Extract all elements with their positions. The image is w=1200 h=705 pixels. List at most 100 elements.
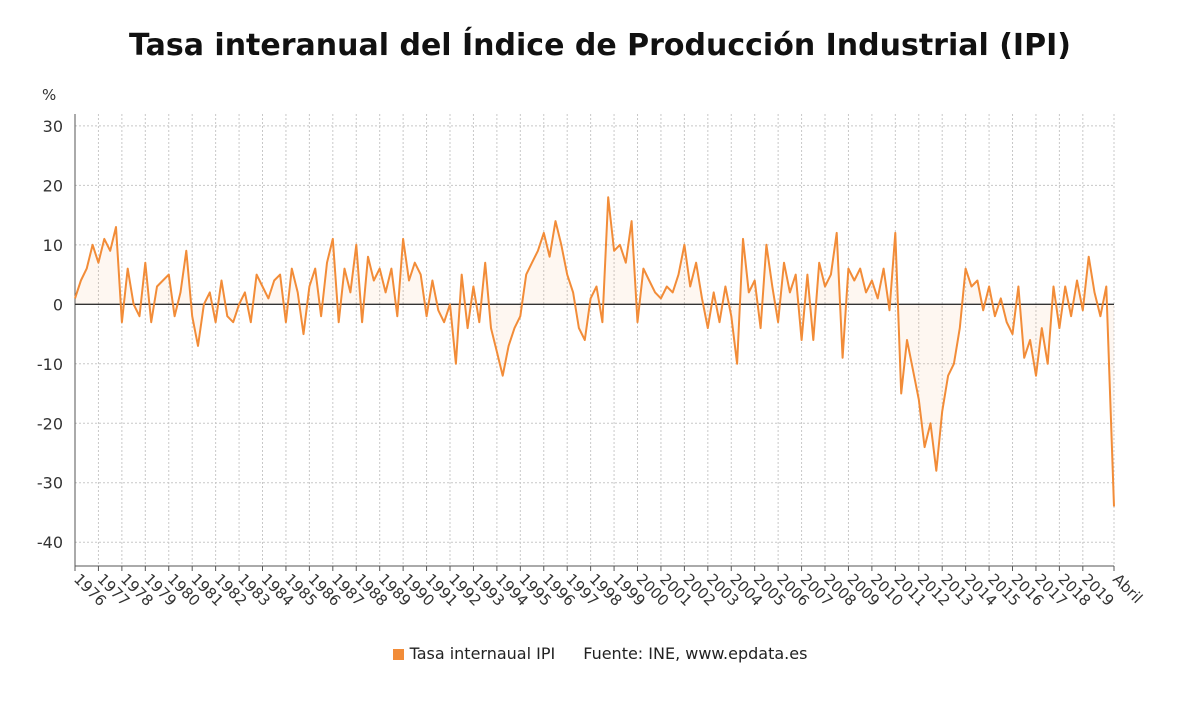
data-point: [841, 357, 843, 359]
series-line: [74, 196, 1115, 507]
data-point: [935, 470, 937, 472]
grid-layer: [75, 114, 1115, 566]
data-point: [162, 279, 164, 281]
data-point: [677, 273, 679, 275]
data-point: [250, 321, 252, 323]
legend-series-label: Tasa internaual IPI: [409, 644, 556, 663]
data-point: [74, 297, 76, 299]
data-point: [261, 285, 263, 287]
data-point: [1017, 285, 1019, 287]
data-point: [1082, 309, 1084, 311]
data-point: [431, 279, 433, 281]
data-point: [836, 232, 838, 234]
data-point: [1023, 357, 1025, 359]
data-point: [255, 273, 257, 275]
y-tick-label: -10: [37, 355, 63, 374]
data-point: [220, 279, 222, 281]
data-point: [472, 285, 474, 287]
data-point: [718, 321, 720, 323]
data-point: [513, 327, 515, 329]
data-point: [859, 267, 861, 269]
data-point: [1035, 374, 1037, 376]
data-point: [267, 297, 269, 299]
data-point: [595, 285, 597, 287]
data-point: [707, 327, 709, 329]
data-point: [197, 345, 199, 347]
data-point: [584, 339, 586, 341]
data-point: [771, 285, 773, 287]
data-point: [543, 232, 545, 234]
y-tick-label: -30: [37, 474, 63, 493]
data-point: [449, 303, 451, 305]
data-point: [209, 291, 211, 293]
data-point: [847, 267, 849, 269]
data-point: [461, 273, 463, 275]
data-point: [795, 273, 797, 275]
data-point: [414, 261, 416, 263]
data-point: [443, 321, 445, 323]
data-point: [976, 279, 978, 281]
data-point: [1099, 315, 1101, 317]
data-point: [548, 256, 550, 258]
data-point: [519, 315, 521, 317]
data-point: [203, 303, 205, 305]
data-point: [168, 273, 170, 275]
data-point: [91, 244, 93, 246]
data-point: [191, 315, 193, 317]
data-point: [625, 261, 627, 263]
data-point: [285, 321, 287, 323]
data-point: [378, 267, 380, 269]
data-point: [396, 315, 398, 317]
data-point: [232, 321, 234, 323]
data-point: [490, 327, 492, 329]
data-point: [759, 327, 761, 329]
data-point: [765, 244, 767, 246]
data-point: [466, 327, 468, 329]
data-point: [132, 303, 134, 305]
data-point: [800, 339, 802, 341]
y-tick-label: 30: [43, 117, 63, 136]
data-point: [238, 303, 240, 305]
y-tick-label: 0: [53, 295, 63, 314]
series-area: [75, 197, 1114, 507]
data-point: [138, 315, 140, 317]
data-point: [865, 291, 867, 293]
data-point: [121, 321, 123, 323]
legend-source: Fuente: INE, www.epdata.es: [583, 644, 808, 663]
data-point: [1093, 291, 1095, 293]
data-point: [982, 309, 984, 311]
legend: Tasa internaual IPI Fuente: INE, www.epda…: [0, 644, 1200, 663]
data-point: [818, 261, 820, 263]
data-point: [496, 351, 498, 353]
data-point: [712, 291, 714, 293]
data-point: [173, 315, 175, 317]
data-point: [1005, 321, 1007, 323]
data-point: [918, 398, 920, 400]
data-point: [1076, 279, 1078, 281]
data-point: [314, 267, 316, 269]
data-point: [390, 267, 392, 269]
data-point: [97, 261, 99, 263]
data-point: [179, 291, 181, 293]
y-tick-label: -20: [37, 414, 63, 433]
data-point: [753, 279, 755, 281]
data-point: [994, 315, 996, 317]
data-point: [970, 285, 972, 287]
data-point: [373, 279, 375, 281]
data-point: [748, 291, 750, 293]
data-point: [589, 297, 591, 299]
data-point: [654, 291, 656, 293]
data-point: [502, 374, 504, 376]
chart-title: Tasa interanual del Índice de Producción…: [129, 28, 1071, 63]
label-layer: 3020100-10-20-30-40197619771978197919801…: [37, 86, 1146, 610]
data-point: [683, 244, 685, 246]
data-point: [736, 363, 738, 365]
data-point: [941, 410, 943, 412]
data-point: [783, 261, 785, 263]
data-point: [1029, 339, 1031, 341]
data-point: [947, 374, 949, 376]
data-point: [86, 267, 88, 269]
data-point: [789, 291, 791, 293]
data-point: [560, 244, 562, 246]
data-point: [337, 321, 339, 323]
